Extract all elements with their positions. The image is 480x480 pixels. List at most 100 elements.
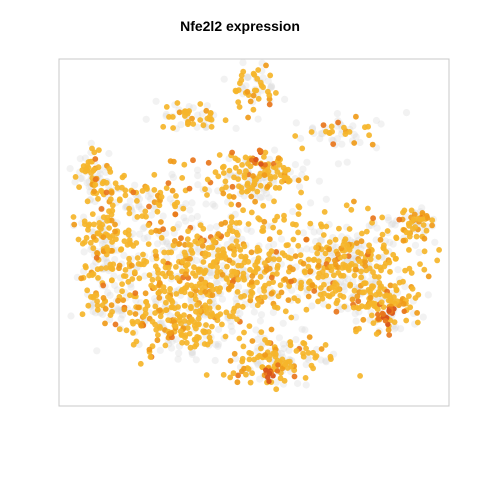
- expression-point: [108, 302, 115, 309]
- expression-point: [239, 189, 245, 195]
- expression-point: [106, 225, 112, 231]
- expression-point: [230, 370, 237, 377]
- expression-point: [151, 171, 158, 178]
- background-point: [340, 286, 348, 294]
- expression-point: [413, 233, 420, 240]
- high-expression-point: [266, 378, 272, 384]
- expression-point: [178, 288, 185, 295]
- expression-point: [136, 275, 143, 282]
- expression-point: [365, 248, 372, 255]
- expression-point: [424, 215, 431, 221]
- background-point: [301, 326, 309, 334]
- background-point: [244, 73, 252, 81]
- background-point: [307, 199, 315, 207]
- background-point: [397, 325, 405, 333]
- expression-point: [249, 273, 256, 279]
- expression-point: [258, 329, 265, 335]
- expression-point: [285, 297, 292, 303]
- expression-point: [303, 306, 310, 313]
- high-expression-point: [262, 162, 268, 168]
- background-point: [168, 170, 176, 178]
- background-point: [232, 124, 240, 132]
- expression-point: [120, 297, 127, 303]
- expression-point: [436, 247, 442, 253]
- expression-point: [227, 357, 234, 364]
- expression-point: [214, 264, 221, 271]
- expression-point: [76, 184, 82, 191]
- expression-point: [125, 278, 132, 285]
- expression-point: [109, 239, 115, 245]
- background-point: [175, 220, 183, 228]
- expression-point: [272, 349, 278, 356]
- expression-point: [107, 265, 114, 271]
- expression-point: [216, 152, 223, 158]
- expression-point: [271, 304, 278, 310]
- expression-point: [321, 290, 327, 297]
- expression-point: [411, 216, 417, 223]
- expression-point: [292, 253, 299, 259]
- background-point: [139, 225, 147, 233]
- expression-point: [321, 209, 328, 215]
- expression-point: [369, 219, 375, 226]
- background-point: [227, 317, 235, 325]
- background-point: [385, 216, 393, 224]
- expression-point: [194, 233, 201, 240]
- expression-point: [130, 189, 137, 196]
- expression-point: [185, 261, 191, 268]
- background-point: [244, 73, 252, 82]
- expression-point: [253, 87, 260, 94]
- expression-point: [169, 187, 176, 194]
- background-point: [322, 357, 330, 365]
- expression-point: [189, 115, 195, 122]
- background-point: [317, 356, 325, 364]
- expression-point: [249, 370, 256, 377]
- background-point: [175, 349, 183, 357]
- expression-point: [149, 276, 156, 283]
- expression-point: [239, 162, 246, 168]
- expression-point: [87, 158, 94, 165]
- expression-point: [373, 331, 380, 337]
- expression-point: [362, 263, 369, 269]
- expression-point: [83, 234, 90, 241]
- expression-point: [251, 180, 258, 187]
- expression-point: [396, 279, 403, 286]
- expression-point: [152, 310, 159, 316]
- expression-point: [122, 187, 129, 194]
- expression-point: [403, 229, 410, 236]
- expression-point: [92, 156, 99, 162]
- expression-point: [79, 240, 86, 247]
- expression-point: [204, 176, 211, 183]
- expression-point: [188, 303, 194, 310]
- expression-point: [104, 246, 111, 253]
- expression-point: [328, 356, 334, 362]
- expression-point: [112, 228, 118, 235]
- expression-point: [356, 325, 362, 332]
- background-point: [154, 240, 162, 248]
- expression-point: [165, 264, 172, 271]
- expression-point: [85, 302, 92, 309]
- expression-point: [92, 181, 99, 188]
- expression-point: [325, 303, 332, 310]
- expression-point: [342, 236, 349, 243]
- expression-point: [240, 68, 247, 75]
- background-point: [372, 236, 380, 244]
- expression-point: [350, 304, 357, 311]
- expression-point: [361, 280, 367, 287]
- expression-point: [248, 350, 255, 357]
- expression-point: [135, 304, 142, 311]
- expression-point: [119, 288, 125, 295]
- expression-point: [94, 250, 100, 256]
- expression-point: [358, 274, 365, 281]
- expression-point: [332, 236, 339, 243]
- expression-point: [396, 216, 403, 223]
- background-point: [310, 228, 318, 236]
- expression-point: [370, 269, 376, 276]
- expression-point: [173, 291, 180, 297]
- background-point: [317, 236, 325, 244]
- background-point: [163, 240, 171, 248]
- expression-point: [178, 235, 184, 242]
- expression-point: [103, 189, 110, 196]
- expression-point: [247, 266, 253, 273]
- expression-point: [305, 350, 312, 356]
- expression-point: [276, 256, 282, 263]
